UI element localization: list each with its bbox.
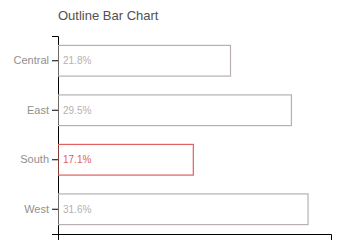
y-axis: Central East South West bbox=[14, 37, 59, 235]
bar bbox=[58, 45, 231, 76]
bar bbox=[58, 194, 308, 225]
y-tick: South bbox=[20, 153, 58, 165]
x-axis bbox=[59, 235, 332, 241]
y-tick: Central bbox=[14, 54, 58, 66]
y-tick: West bbox=[24, 203, 58, 215]
y-axis-line bbox=[52, 37, 59, 235]
chart: Outline Bar Chart Central East South West 21.… bbox=[0, 0, 345, 252]
bars bbox=[58, 45, 308, 224]
data-label: 31.6% bbox=[63, 204, 91, 215]
y-tick-mark bbox=[52, 159, 58, 160]
y-tick-label: Central bbox=[14, 54, 49, 66]
data-labels: 21.8% 29.5% 17.1% 31.6% bbox=[63, 55, 91, 215]
y-tick-mark bbox=[52, 110, 58, 111]
y-tick-label: West bbox=[24, 203, 49, 215]
y-tick-mark bbox=[52, 60, 58, 61]
y-tick-label: South bbox=[20, 153, 49, 165]
y-tick-label: East bbox=[27, 104, 49, 116]
x-axis-line bbox=[59, 235, 332, 241]
title: Outline Bar Chart bbox=[58, 8, 159, 23]
bar bbox=[58, 95, 291, 126]
bar bbox=[58, 144, 193, 175]
data-label: 21.8% bbox=[63, 55, 91, 66]
y-tick: East bbox=[27, 104, 58, 116]
data-label: 17.1% bbox=[63, 154, 91, 165]
plot: Central East South West 21.8% 29.5% 17.1% 31.6% bbox=[14, 37, 332, 241]
data-label: 29.5% bbox=[63, 105, 91, 116]
y-tick-mark bbox=[52, 209, 58, 210]
